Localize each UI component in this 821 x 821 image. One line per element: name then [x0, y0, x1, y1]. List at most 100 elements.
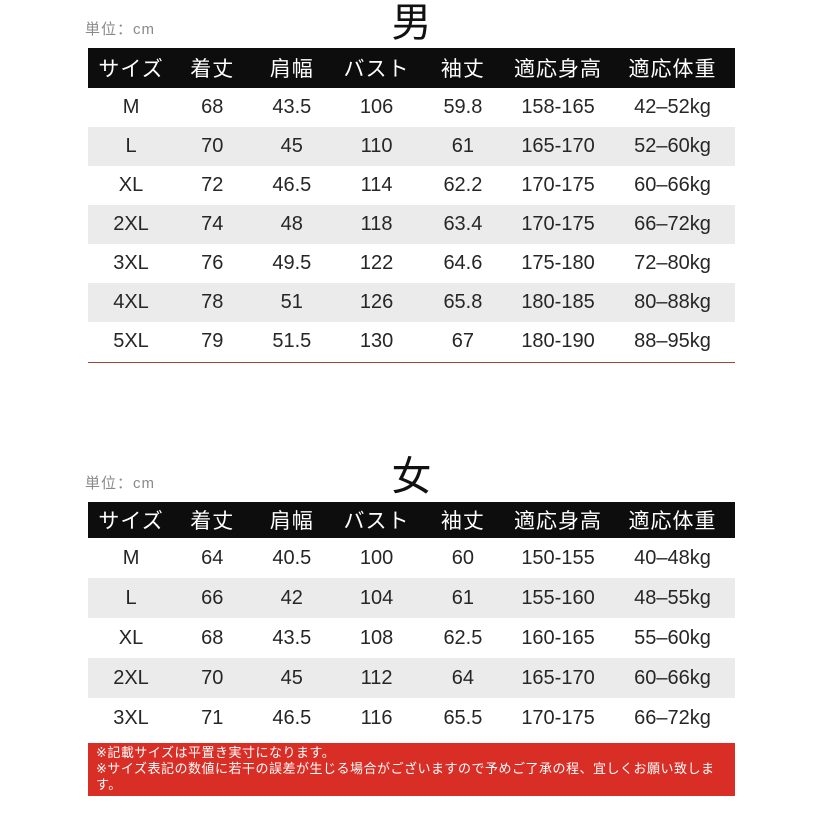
sleeve-cell: 59.8: [443, 96, 483, 118]
length-cell: 74: [201, 213, 224, 235]
shoulder-cell: 51: [280, 291, 303, 313]
height-cell: 170-175: [521, 706, 595, 729]
weight-cell: 80–88kg: [634, 291, 711, 313]
length-cell: 71: [201, 706, 224, 729]
shoulder-cell: 45: [280, 666, 303, 689]
sleeve-cell: 64: [451, 666, 475, 689]
size-cell: XL: [118, 174, 144, 196]
height-cell: 165-170: [521, 666, 595, 689]
column-header-weight: 適応体重: [610, 48, 735, 88]
length-cell: 64: [201, 546, 224, 569]
column-header-shoulder: 肩幅: [250, 48, 334, 88]
size-cell: L: [125, 135, 137, 157]
shoulder-cell: 40.5: [272, 546, 312, 569]
weight-cell: 42–52kg: [634, 96, 711, 118]
bust-cell: 104: [359, 586, 394, 609]
section-divider: [88, 362, 735, 363]
womens-unit-label: 単位：cm: [85, 475, 155, 492]
shoulder-cell: 46.5: [272, 174, 312, 196]
weight-cell: 72–80kg: [634, 252, 711, 274]
table-row: 5XL 79 51.5 130 67 180-190 88–95kg: [88, 322, 735, 361]
shoulder-cell: 49.5: [272, 252, 312, 274]
bust-cell: 112: [360, 666, 393, 689]
womens-section-head: 単位：cm 女: [85, 445, 735, 502]
shoulder-cell: 51.5: [272, 330, 312, 352]
height-cell: 175-180: [521, 252, 595, 274]
size-cell: L: [125, 586, 137, 609]
table-row: 2XL 70 45 112 64 165-170 60–66kg: [88, 658, 735, 698]
bust-cell: 126: [359, 291, 394, 313]
disclaimer-line-2: ※サイズ表記の数値に若干の誤差が生じる場合がございますので予めご了承の程、宜しく…: [96, 761, 715, 792]
size-cell: 2XL: [113, 213, 149, 235]
length-cell: 78: [201, 291, 224, 313]
length-cell: 76: [201, 252, 224, 274]
column-header-height: 適応身高: [505, 502, 611, 538]
sleeve-cell: 61: [451, 135, 475, 157]
sleeve-cell: 64.6: [443, 252, 483, 274]
table-row: 2XL 74 48 118 63.4 170-175 66–72kg: [88, 205, 735, 244]
column-header-bust: バスト: [333, 502, 420, 538]
mens-unit-label: 単位：cm: [85, 21, 155, 38]
table-row: L 66 42 104 61 155-160 48–55kg: [88, 578, 735, 618]
height-cell: 170-175: [521, 174, 595, 196]
height-cell: 150-155: [521, 546, 595, 569]
table-row: 3XL 71 46.5 116 65.5 170-175 66–72kg: [88, 698, 735, 738]
column-header-size: サイズ: [88, 502, 175, 538]
weight-cell: 88–95kg: [634, 330, 711, 352]
weight-cell: 60–66kg: [634, 666, 711, 689]
length-cell: 70: [201, 135, 224, 157]
length-cell: 72: [201, 174, 224, 196]
mens-size-table: サイズ 着丈 肩幅 バスト 袖丈 適応身高 適応体重 M 68 43.5 106…: [88, 48, 735, 361]
mens-title: 男: [391, 1, 432, 45]
column-header-weight: 適応体重: [610, 502, 735, 538]
sleeve-cell: 65.8: [443, 291, 483, 313]
height-cell: 160-165: [521, 626, 595, 649]
length-cell: 68: [201, 96, 224, 118]
height-cell: 155-160: [521, 586, 595, 609]
bust-cell: 122: [359, 252, 394, 274]
sleeve-cell: 62.2: [443, 174, 483, 196]
disclaimer-line-1: ※記載サイズは平置き実寸になります。: [96, 745, 336, 760]
table-row: 3XL 76 49.5 122 64.6 175-180 72–80kg: [88, 244, 735, 283]
height-cell: 158-165: [521, 96, 595, 118]
weight-cell: 66–72kg: [634, 706, 711, 729]
length-cell: 68: [201, 626, 224, 649]
column-header-shoulder: 肩幅: [250, 502, 334, 538]
weight-cell: 40–48kg: [634, 546, 711, 569]
height-cell: 165-170: [521, 135, 595, 157]
size-cell: 3XL: [113, 706, 149, 729]
size-cell: 5XL: [113, 330, 149, 352]
weight-cell: 66–72kg: [634, 213, 711, 235]
bust-cell: 108: [359, 626, 394, 649]
bust-cell: 130: [359, 330, 394, 352]
height-cell: 180-185: [521, 291, 595, 313]
weight-cell: 55–60kg: [634, 626, 711, 649]
shoulder-cell: 46.5: [272, 706, 312, 729]
bust-cell: 110: [360, 135, 393, 157]
womens-size-table: サイズ 着丈 肩幅 バスト 袖丈 適応身高 適応体重 M 64 40.5 100…: [88, 502, 735, 738]
shoulder-cell: 43.5: [272, 626, 312, 649]
column-header-height: 適応身高: [505, 48, 611, 88]
column-header-length: 着丈: [174, 48, 251, 88]
size-chart: 単位：cm 男 サイズ 着丈 肩幅 バスト 袖丈 適応身高 適応体重: [85, 0, 735, 796]
womens-section: 単位：cm 女 サイズ 着丈 肩幅 バスト 袖丈 適応身高 適応体重: [85, 445, 735, 738]
size-cell: 4XL: [113, 291, 149, 313]
column-header-bust: バスト: [333, 48, 420, 88]
mens-section-head: 単位：cm 男: [85, 0, 735, 48]
weight-cell: 52–60kg: [634, 135, 711, 157]
size-cell: M: [122, 546, 140, 569]
sleeve-cell: 60: [451, 546, 475, 569]
table-row: XL 68 43.5 108 62.5 160-165 55–60kg: [88, 618, 735, 658]
sleeve-cell: 67: [451, 330, 475, 352]
shoulder-cell: 43.5: [272, 96, 312, 118]
table-row: L 70 45 110 61 165-170 52–60kg: [88, 127, 735, 166]
height-cell: 180-190: [521, 330, 595, 352]
disclaimer-banner: ※記載サイズは平置き実寸になります。 ※サイズ表記の数値に若干の誤差が生じる場合…: [88, 743, 735, 796]
size-cell: M: [122, 96, 140, 118]
bust-cell: 118: [360, 213, 393, 235]
weight-cell: 48–55kg: [634, 586, 711, 609]
bust-cell: 116: [360, 706, 393, 729]
size-cell: XL: [118, 626, 144, 649]
shoulder-cell: 45: [280, 135, 303, 157]
mens-header-row: サイズ 着丈 肩幅 バスト 袖丈 適応身高 適応体重: [88, 48, 735, 88]
